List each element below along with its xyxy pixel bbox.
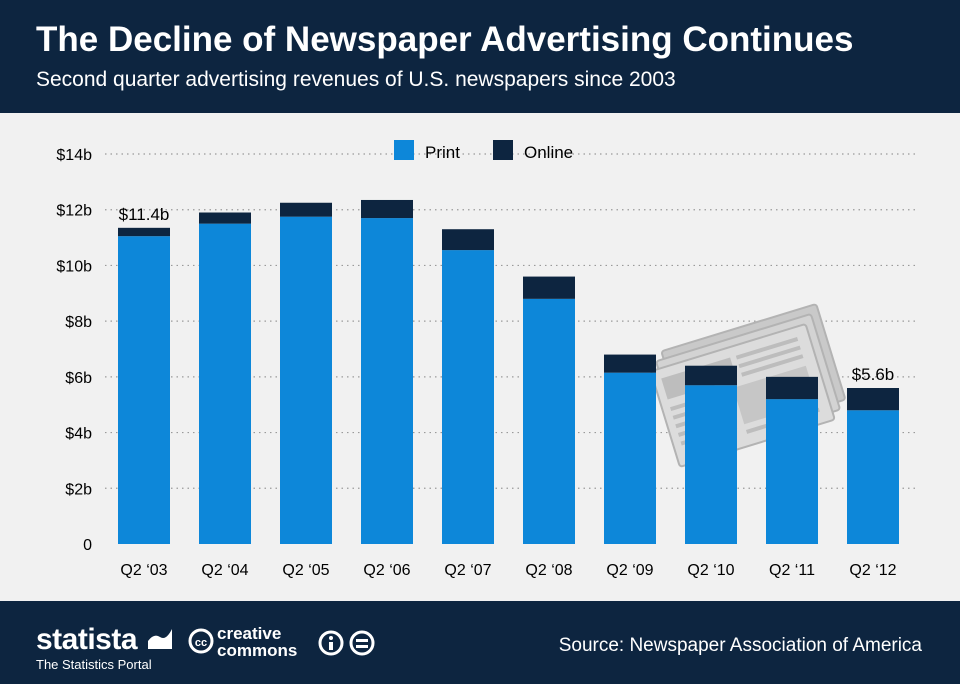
header: The Decline of Newspaper Advertising Con…: [0, 0, 960, 113]
bar-print: [442, 250, 494, 544]
y-tick-label: $10b: [56, 258, 92, 275]
bar-print: [766, 399, 818, 544]
bar-print: [847, 410, 899, 544]
legend-print-swatch: [394, 140, 414, 160]
bar-print: [361, 218, 413, 545]
legend-online-swatch: [493, 140, 513, 160]
legend-online-label: Online: [524, 143, 573, 162]
bars: [118, 199, 899, 545]
bar-chart: 0 $2b $4b $6b $8b $10b $12b $14b Q2 ‘03 Q2 ‘04 Q2 …: [56, 140, 915, 579]
y-tick-label: 0: [83, 537, 92, 554]
y-tick-label: $6b: [65, 370, 92, 387]
bar-print: [523, 298, 575, 544]
bar-online: [523, 276, 575, 299]
x-tick-label: Q2 ‘10: [687, 562, 734, 579]
x-tick-label: Q2 ‘04: [201, 562, 248, 579]
creative-commons-badge[interactable]: cc creative commons: [188, 623, 388, 663]
bar-online: [118, 227, 170, 237]
bar-online: [199, 212, 251, 224]
legend-print-label: Print: [425, 143, 460, 162]
bar-online: [766, 376, 818, 400]
x-tick-label: Q2 ‘12: [849, 562, 896, 579]
y-tick-label: $4b: [65, 426, 92, 443]
chart-title: The Decline of Newspaper Advertising Con…: [36, 20, 854, 59]
bar-online: [442, 229, 494, 251]
statista-logo[interactable]: statista: [36, 623, 138, 656]
x-tick-label: Q2 ‘06: [363, 562, 410, 579]
bar-online: [361, 199, 413, 219]
bar-online: [685, 365, 737, 386]
x-tick-label: Q2 ‘03: [120, 562, 167, 579]
chart-area: 0 $2b $4b $6b $8b $10b $12b $14b Q2 ‘03 Q2 ‘04 Q2 …: [0, 113, 960, 601]
x-tick-label: Q2 ‘05: [282, 562, 329, 579]
bar-print: [280, 216, 332, 544]
chart-subtitle: Second quarter advertising revenues of U…: [36, 68, 676, 91]
license-commons: commons: [217, 641, 297, 660]
no-derivatives-icon: [349, 630, 375, 656]
bar-online: [280, 202, 332, 217]
bar-print: [118, 236, 170, 544]
bar-print: [604, 372, 656, 544]
bar-online: [847, 388, 899, 411]
legend: Print Online: [394, 140, 573, 162]
x-tick-label: Q2 ‘09: [606, 562, 653, 579]
x-tick-label: Q2 ‘07: [444, 562, 491, 579]
newspaper-icon: [650, 303, 846, 468]
axis-labels: 0 $2b $4b $6b $8b $10b $12b $14b Q2 ‘03 Q2 ‘04 Q2 …: [56, 147, 896, 579]
bar-online: [604, 354, 656, 373]
footer: statista The Statistics Portal cc creati…: [0, 601, 960, 684]
source-note: Source: Newspaper Association of America: [558, 635, 922, 656]
bar-print: [199, 223, 251, 544]
x-tick-label: Q2 ‘08: [525, 562, 572, 579]
data-label: $11.4b: [119, 205, 170, 224]
y-tick-label: $14b: [56, 147, 92, 164]
y-tick-label: $8b: [65, 314, 92, 331]
license-creative: creative: [217, 624, 281, 643]
bar-print: [685, 385, 737, 544]
y-tick-label: $12b: [56, 203, 92, 220]
attribution-icon: [318, 630, 344, 656]
statista-tagline: The Statistics Portal: [36, 657, 152, 672]
y-tick-label: $2b: [65, 481, 92, 498]
svg-text:cc: cc: [195, 637, 207, 649]
data-label: $5.6b: [852, 365, 895, 384]
statista-logo-icon: [148, 629, 172, 649]
x-tick-label: Q2 ‘11: [769, 562, 815, 579]
